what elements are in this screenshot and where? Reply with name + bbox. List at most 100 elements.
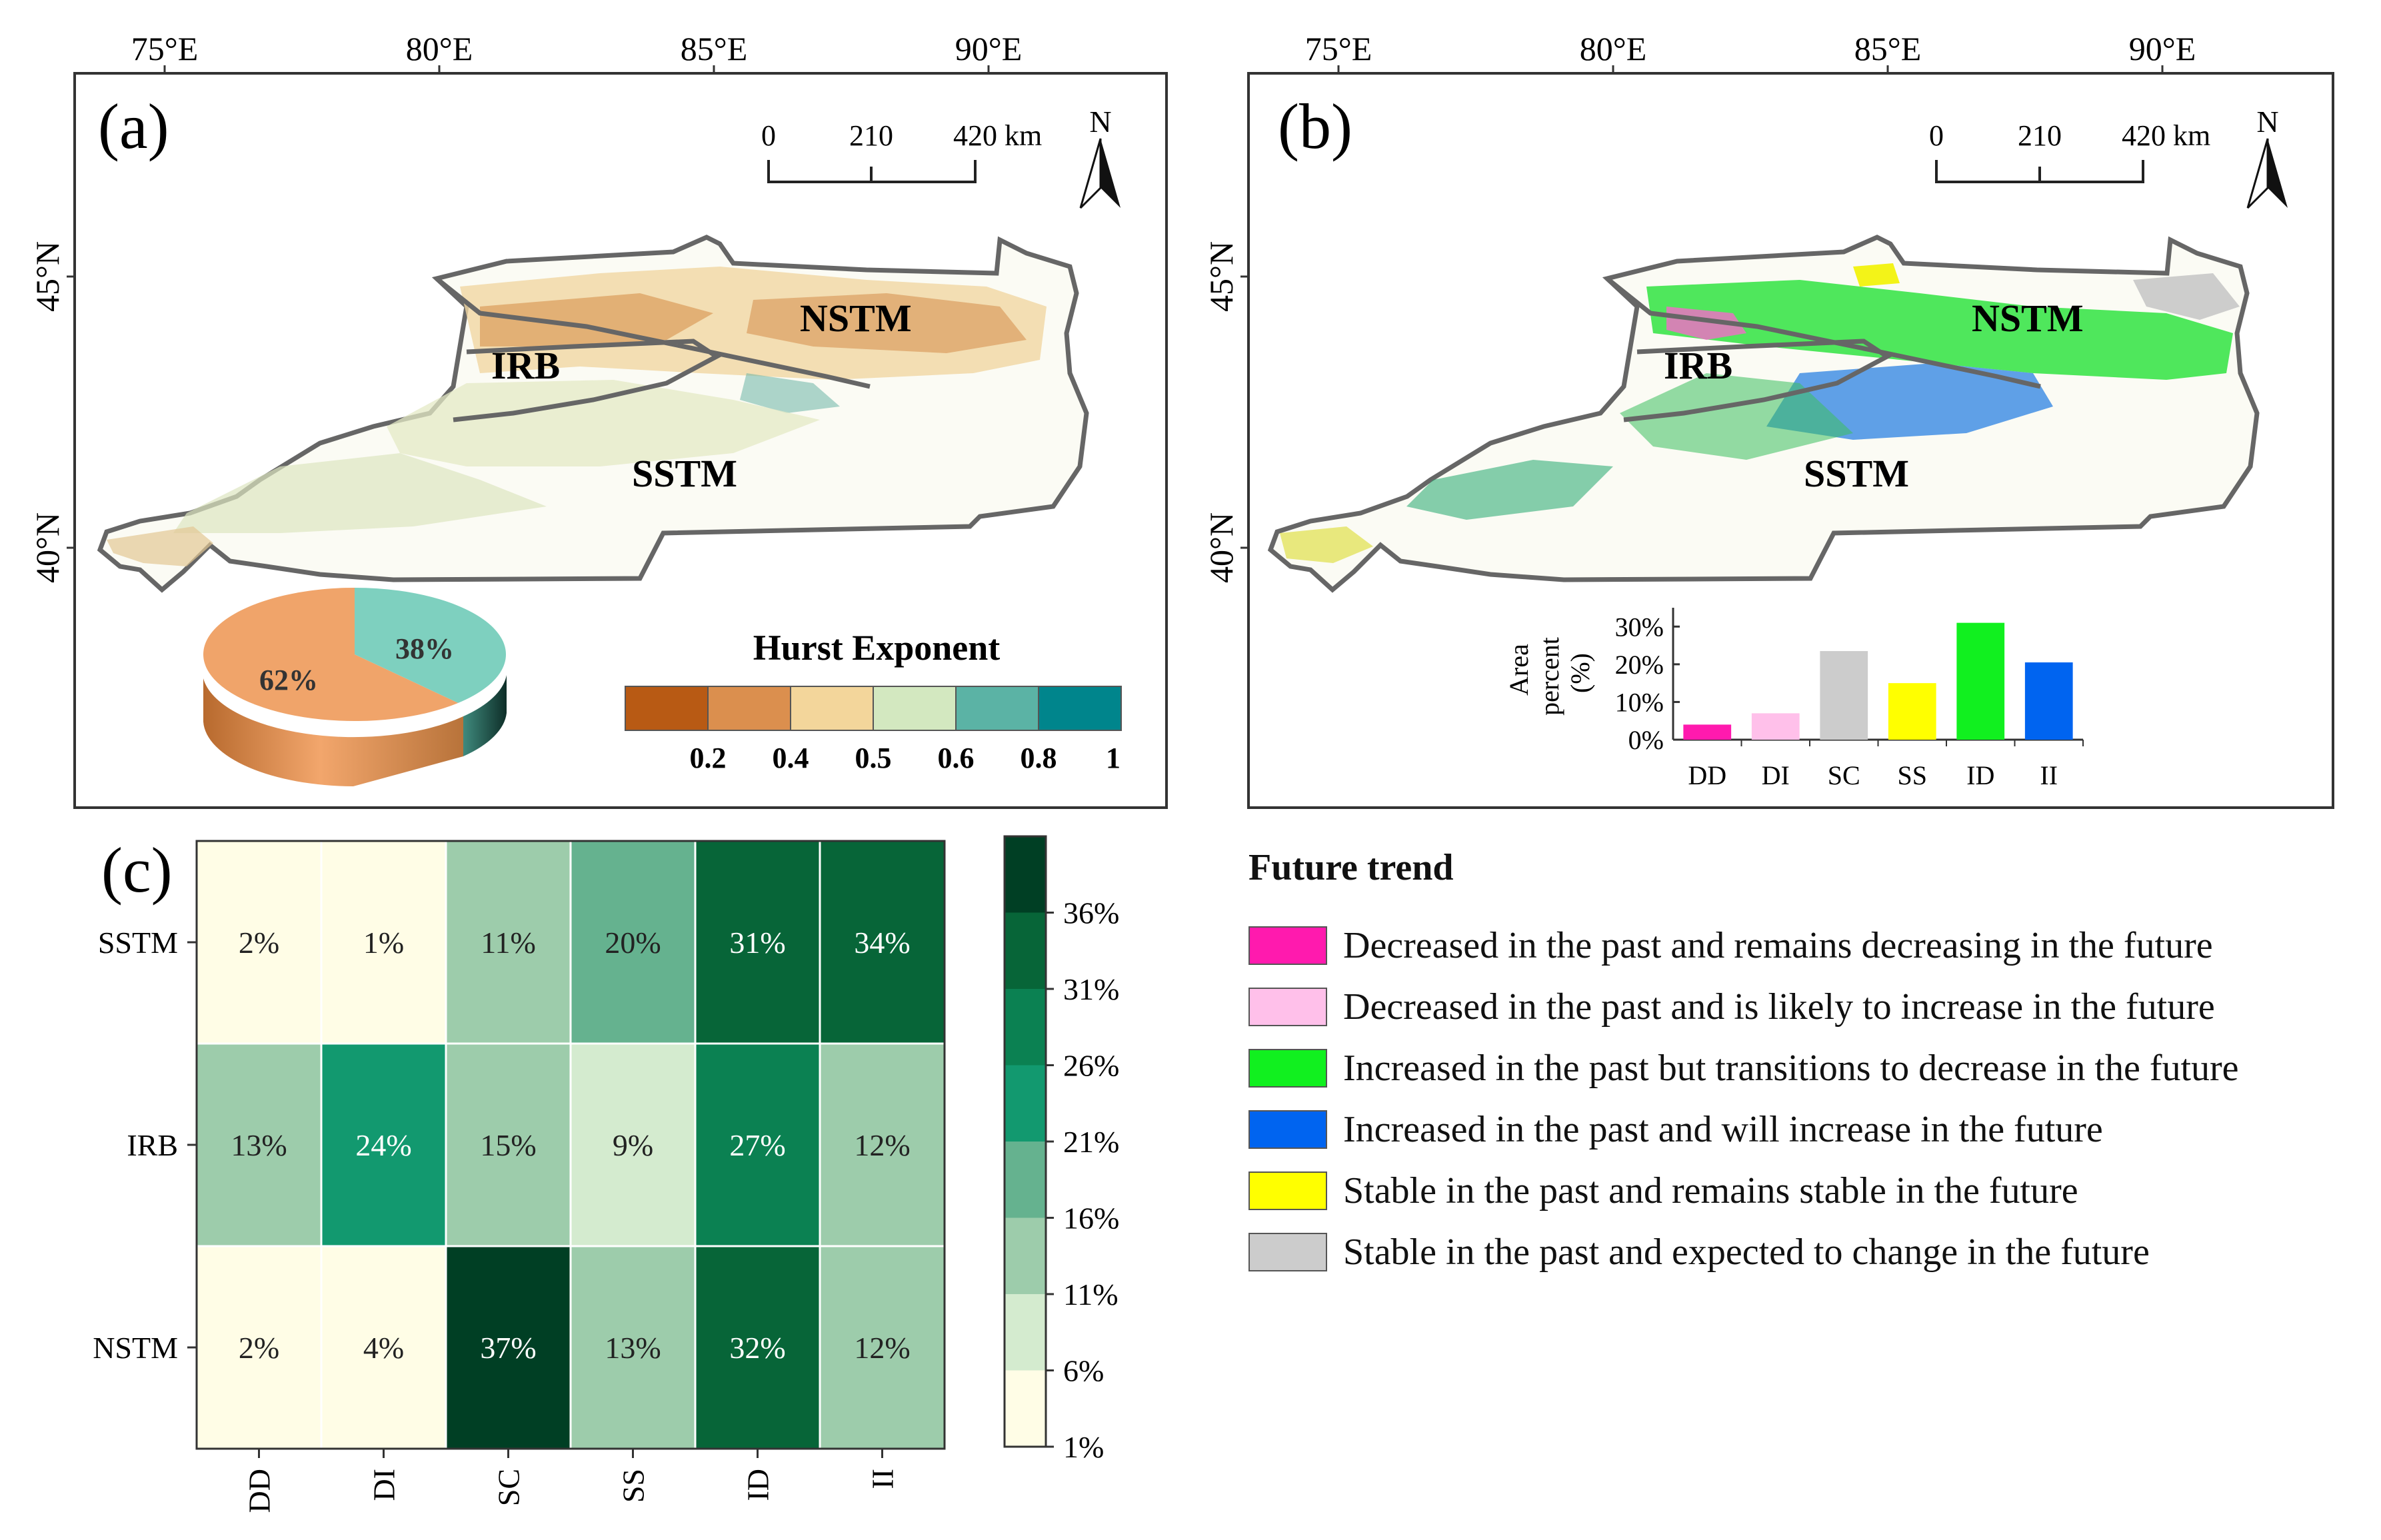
heatmap-col-label: DI bbox=[367, 1469, 401, 1501]
panel-a-lat-ticks: 45°N 40°N bbox=[29, 241, 75, 583]
legend-label: Stable in the past and expected to chang… bbox=[1343, 1231, 2150, 1273]
bar-chart-ylabel: percent bbox=[1534, 637, 1564, 716]
lat-tick-label: 40°N bbox=[1202, 512, 1240, 583]
heatmap-cell-label: 12% bbox=[854, 1128, 910, 1162]
panel-b-scale-bar: 0 210 420 km bbox=[1929, 119, 2210, 183]
heatmap-row-label: SSTM bbox=[98, 926, 178, 960]
colorbar-tick-label: 0.5 bbox=[855, 742, 892, 774]
bar-chart-ylabel: Area bbox=[1504, 644, 1534, 696]
north-arrow-icon: N bbox=[1079, 105, 1121, 209]
pie-chart: 62% 38% bbox=[203, 588, 507, 786]
heatmap-cell-label: 4% bbox=[363, 1331, 404, 1365]
legend-swatch bbox=[1248, 1049, 1327, 1088]
region-label: NSTM bbox=[800, 297, 912, 340]
colorbar-swatch bbox=[1038, 686, 1122, 731]
heatmap-cell-label: 11% bbox=[481, 926, 536, 960]
colorbar-tick-label: 0.8 bbox=[1021, 742, 1057, 774]
heatmap-colorbar-tick-label: 36% bbox=[1063, 896, 1119, 930]
legend-item: Stable in the past and remains stable in… bbox=[1248, 1167, 2078, 1214]
lon-tick-label: 85°E bbox=[1854, 30, 1922, 67]
svg-text:N: N bbox=[2256, 105, 2278, 139]
heatmap-cell-label: 1% bbox=[363, 926, 404, 960]
legend-swatch bbox=[1248, 1110, 1327, 1149]
bar-chart-x-tick-label: SS bbox=[1898, 760, 1928, 790]
colorbar-swatch bbox=[955, 686, 1039, 731]
pie-slice-label: 62% bbox=[259, 664, 318, 696]
scale-tick-label: 210 bbox=[849, 119, 893, 152]
panel-c-label: (c) bbox=[101, 834, 173, 906]
panel-b-label: (b) bbox=[1278, 91, 1352, 162]
pie-slice-38 bbox=[355, 588, 506, 703]
heatmap-cell bbox=[819, 1245, 946, 1450]
legend-label: Decreased in the past and is likely to i… bbox=[1343, 986, 2215, 1028]
region-label: SSTM bbox=[1804, 452, 1909, 495]
colorbar-swatch bbox=[707, 686, 791, 731]
panel-a-label: (a) bbox=[98, 91, 169, 162]
legend-swatch bbox=[1248, 1233, 1327, 1271]
heatmap-cell-label: 31% bbox=[729, 926, 785, 960]
bar-chart-x-tick-label: DI bbox=[1762, 760, 1790, 790]
lon-tick-label: 90°E bbox=[955, 30, 1023, 67]
lat-tick-label: 45°N bbox=[29, 241, 66, 312]
panel-c: (c) 2% 1% 11% 20% 31% 34% 13% 24% 15% 9% 27% 12% 2% 4… bbox=[93, 834, 1119, 1513]
region-label: SSTM bbox=[632, 452, 737, 495]
panel-a-map: NSTM IRB SSTM bbox=[97, 235, 1089, 593]
pie-slice-62 bbox=[203, 588, 459, 722]
panel-b-map: NSTM IRB SSTM bbox=[1267, 235, 2260, 593]
panel-a-lon-ticks: 75°E 80°E 85°E 90°E bbox=[131, 30, 1023, 73]
heatmap-colorbar-swatch bbox=[1005, 1142, 1046, 1218]
heatmap-col-label: II bbox=[866, 1469, 900, 1489]
colorbar-title: Hurst Exponent bbox=[753, 628, 1001, 668]
heatmap-cell-label: 15% bbox=[480, 1128, 536, 1162]
bar-id bbox=[1956, 622, 2005, 740]
heatmap-cell-label: 2% bbox=[239, 1331, 279, 1365]
scale-tick-label: 420 km bbox=[2122, 119, 2210, 152]
colorbar-tick-label: 0.6 bbox=[938, 742, 975, 774]
heatmap-colorbar-swatch bbox=[1005, 1370, 1046, 1447]
panel-a: (a) 75°E 80°E 85°E 90°E 45°N 40°N 0 210 … bbox=[29, 30, 1168, 809]
colorbar-tick-label: 1 bbox=[1106, 742, 1121, 774]
bar-chart-y-tick-label: 10% bbox=[1615, 687, 1664, 717]
lon-tick-label: 90°E bbox=[2129, 30, 2196, 67]
heatmap-colorbar-swatch bbox=[1005, 1065, 1046, 1142]
heatmap-col-label: SC bbox=[492, 1469, 526, 1506]
heatmap-cell bbox=[445, 1042, 572, 1247]
bar-chart-y-tick-label: 0% bbox=[1628, 725, 1664, 755]
heatmap-cell bbox=[195, 1245, 323, 1450]
colorbar-swatch bbox=[873, 686, 957, 731]
bar-chart-y-tick-label: 30% bbox=[1615, 612, 1664, 642]
legend-label: Increased in the past and will increase … bbox=[1343, 1109, 2103, 1150]
heatmap-colorbar-swatch bbox=[1005, 836, 1046, 913]
heatmap-cell bbox=[819, 1042, 946, 1247]
heatmap-colorbar-swatch bbox=[1005, 1294, 1046, 1371]
bar-chart-x-tick-label: SC bbox=[1828, 760, 1860, 790]
heatmap-cell bbox=[569, 840, 697, 1045]
heatmap-colorbar-tick-label: 1% bbox=[1063, 1430, 1104, 1464]
heatmap-cell bbox=[694, 1245, 821, 1450]
scale-tick-label: 420 km bbox=[953, 119, 1042, 152]
heatmap-cell bbox=[569, 1042, 697, 1247]
svg-text:N: N bbox=[1089, 105, 1111, 139]
lon-tick-label: 75°E bbox=[1305, 30, 1372, 67]
heatmap-colorbar-swatch bbox=[1005, 1217, 1046, 1294]
pie-slice-label: 38% bbox=[395, 632, 454, 665]
heatmap-colorbar-tick-label: 31% bbox=[1063, 972, 1119, 1006]
legend-swatch bbox=[1248, 988, 1327, 1026]
subregion-boundary bbox=[1605, 277, 2041, 422]
bar-dd bbox=[1683, 724, 1732, 740]
bar-di bbox=[1751, 713, 1800, 740]
heatmap-col-label: ID bbox=[741, 1469, 775, 1501]
heatmap-cell-label: 34% bbox=[854, 926, 910, 960]
legend-swatch bbox=[1248, 1171, 1327, 1210]
area-percent-bar-chart: Area percent (%) 0% 10% 20% 30% DD DI SC SS ID II bbox=[1504, 608, 2084, 790]
heatmap-cell-label: 9% bbox=[613, 1128, 653, 1162]
legend-item: Decreased in the past and remains decrea… bbox=[1248, 922, 2213, 969]
heatmap-cell-label: 32% bbox=[729, 1331, 785, 1365]
hurst-colorbar: Hurst Exponent 0.2 0.4 0.5 0.6 0.8 1 bbox=[625, 628, 1122, 774]
legend-label: Increased in the past but transitions to… bbox=[1343, 1048, 2239, 1089]
heatmap-colorbar-tick-label: 11% bbox=[1063, 1277, 1119, 1311]
panel-b-lon-ticks: 75°E 80°E 85°E 90°E bbox=[1305, 30, 2196, 73]
region-label: IRB bbox=[1664, 344, 1732, 387]
heatmap-colorbar-swatch bbox=[1005, 989, 1046, 1066]
